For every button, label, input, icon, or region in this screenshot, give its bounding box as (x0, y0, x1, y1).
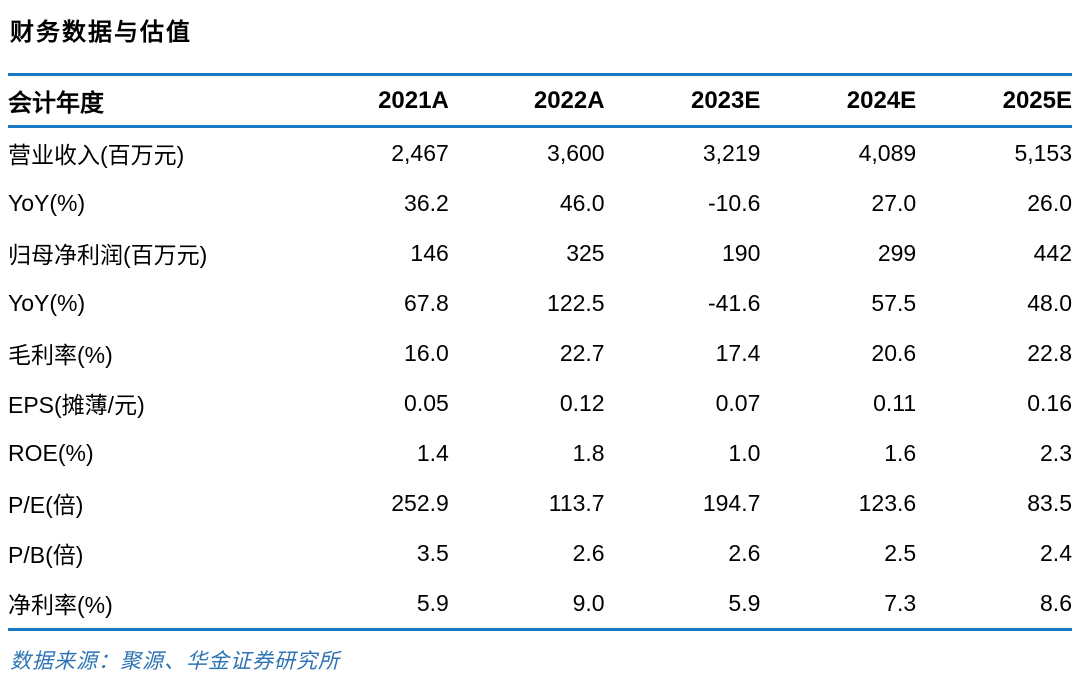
cell-value: 1.0 (728, 439, 761, 466)
cell-value: 27.0 (871, 189, 917, 216)
cell-value: 3,600 (547, 139, 605, 166)
cell-value: 83.5 (1027, 489, 1072, 516)
cell-value: 442 (1033, 239, 1072, 266)
table-row-gross-margin: 毛利率(%) 16.0 22.7 17.4 20.6 22.8 (8, 328, 1072, 378)
row-label: 营业收入(百万元) (8, 142, 185, 168)
cell-value: 1.4 (416, 439, 449, 466)
cell-value: 2,467 (391, 139, 449, 166)
cell-value: 123.6 (858, 489, 917, 516)
cell-value: 299 (877, 239, 917, 266)
row-label: 净利率(%) (8, 592, 113, 618)
table-row-roe: ROE(%) 1.4 1.8 1.0 1.6 2.3 (8, 428, 1072, 478)
cell-value: 16.0 (404, 339, 449, 366)
cell-value: 7.3 (884, 589, 917, 616)
table-row-pb: P/B(倍) 3.5 2.6 2.6 2.5 2.4 (8, 528, 1072, 578)
data-source-note: 数据来源：聚源、华金证券研究所 (10, 649, 340, 673)
financial-data-table: 会计年度 2021A 2022A 2023E 2024E 2025E 营业收入(… (8, 73, 1072, 631)
header-year-2023e: 2023E (690, 86, 761, 114)
table-row-net-profit-yoy: YoY(%) 67.8 122.5 -41.6 57.5 48.0 (8, 278, 1072, 328)
header-year-2024e: 2024E (846, 86, 917, 114)
cell-value: 5,153 (1014, 139, 1072, 166)
header-year-2025e: 2025E (1002, 86, 1072, 114)
header-year-2021a: 2021A (378, 86, 449, 114)
cell-value: 48.0 (1027, 289, 1072, 316)
cell-value: 194.7 (702, 489, 761, 516)
cell-value: 22.8 (1027, 339, 1072, 366)
table-header: 会计年度 2021A 2022A 2023E 2024E 2025E (8, 75, 1072, 127)
table-row-revenue: 营业收入(百万元) 2,467 3,600 3,219 4,089 5,153 (8, 127, 1072, 179)
cell-value: 0.12 (559, 389, 605, 416)
cell-value: 122.5 (547, 289, 605, 316)
cell-value: 2.4 (1040, 539, 1072, 566)
row-label: YoY(%) (8, 289, 86, 316)
cell-value: 22.7 (559, 339, 605, 366)
cell-value: 20.6 (871, 339, 917, 366)
page-title: 财务数据与估值 (10, 19, 192, 46)
cell-value: 26.0 (1027, 189, 1072, 216)
cell-value: 3,219 (702, 139, 761, 166)
cell-value: 0.16 (1027, 389, 1072, 416)
row-label: 归母净利润(百万元) (8, 242, 208, 268)
cell-value: 113.7 (548, 489, 605, 516)
table-body: 营业收入(百万元) 2,467 3,600 3,219 4,089 5,153 … (8, 127, 1072, 630)
cell-value: 36.2 (404, 189, 449, 216)
table-row-net-margin: 净利率(%) 5.9 9.0 5.9 7.3 8.6 (8, 578, 1072, 630)
cell-value: 2.6 (572, 539, 605, 566)
cell-value: 5.9 (416, 589, 449, 616)
header-year-2022a: 2022A (533, 86, 605, 114)
header-row: 会计年度 2021A 2022A 2023E 2024E 2025E (8, 75, 1072, 127)
header-fiscal-year: 会计年度 (8, 90, 104, 117)
row-label: YoY(%) (8, 189, 86, 216)
cell-value: 0.07 (715, 389, 761, 416)
row-label: P/B(倍) (8, 542, 84, 568)
cell-value: 9.0 (572, 589, 605, 616)
cell-value: -41.6 (707, 289, 761, 316)
cell-value: 0.05 (404, 389, 449, 416)
cell-value: 8.6 (1040, 589, 1072, 616)
cell-value: 3.5 (416, 539, 449, 566)
cell-value: 2.6 (728, 539, 761, 566)
cell-value: 252.9 (391, 489, 449, 516)
table-row-net-profit: 归母净利润(百万元) 146 325 190 299 442 (8, 228, 1072, 278)
cell-value: 146 (410, 239, 449, 266)
cell-value: 5.9 (728, 589, 761, 616)
cell-value: 0.11 (873, 389, 917, 416)
cell-value: 4,089 (858, 139, 917, 166)
cell-value: 1.8 (572, 439, 605, 466)
cell-value: -10.6 (707, 189, 761, 216)
cell-value: 46.0 (559, 189, 605, 216)
row-label: P/E(倍) (8, 492, 84, 518)
cell-value: 57.5 (871, 289, 917, 316)
cell-value: 325 (566, 239, 605, 266)
table-row-pe: P/E(倍) 252.9 113.7 194.7 123.6 83.5 (8, 478, 1072, 528)
cell-value: 1.6 (884, 439, 917, 466)
cell-value: 2.3 (1040, 439, 1072, 466)
cell-value: 67.8 (404, 289, 449, 316)
cell-value: 190 (722, 239, 761, 266)
row-label: ROE(%) (8, 439, 94, 466)
cell-value: 2.5 (884, 539, 917, 566)
row-label: 毛利率(%) (8, 342, 113, 368)
row-label: EPS(摊薄/元) (8, 392, 145, 418)
table-row-eps: EPS(摊薄/元) 0.05 0.12 0.07 0.11 0.16 (8, 378, 1072, 428)
cell-value: 17.4 (715, 339, 761, 366)
table-row-revenue-yoy: YoY(%) 36.2 46.0 -10.6 27.0 26.0 (8, 178, 1072, 228)
